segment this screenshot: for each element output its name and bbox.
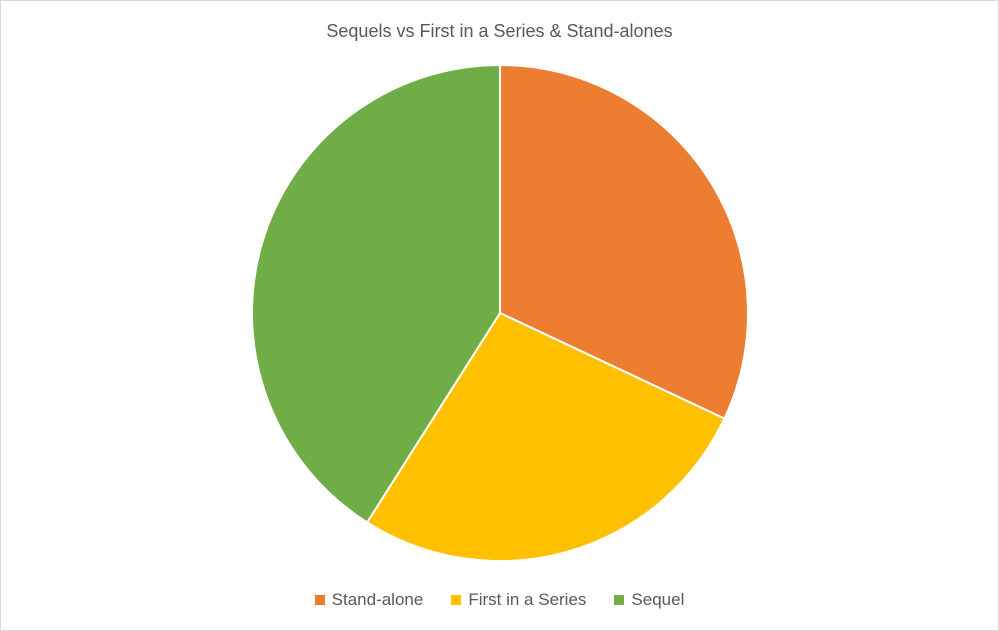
chart-title: Sequels vs First in a Series & Stand-alo… [326,21,673,41]
pie-slice-stand-alone [499,63,749,420]
legend-item-sequel: Sequel [614,590,684,610]
legend-swatch-first-in-a-series [451,595,462,605]
pie-slice-sequel [251,63,501,524]
legend-label-sequel: Sequel [631,590,685,609]
legend-item-stand-alone: Stand-alone [314,590,424,610]
pie-slice-first-in-a-series [365,311,726,562]
legend-label-first-in-a-series: First in a Series [468,590,587,609]
legend-item-first-in-a-series: First in a Series [451,590,586,610]
legend: Stand-alone First in a Series Sequel [1,590,998,610]
legend-swatch-stand-alone [314,595,325,605]
legend-swatch-sequel [614,595,625,605]
legend-label-stand-alone: Stand-alone [331,590,424,609]
